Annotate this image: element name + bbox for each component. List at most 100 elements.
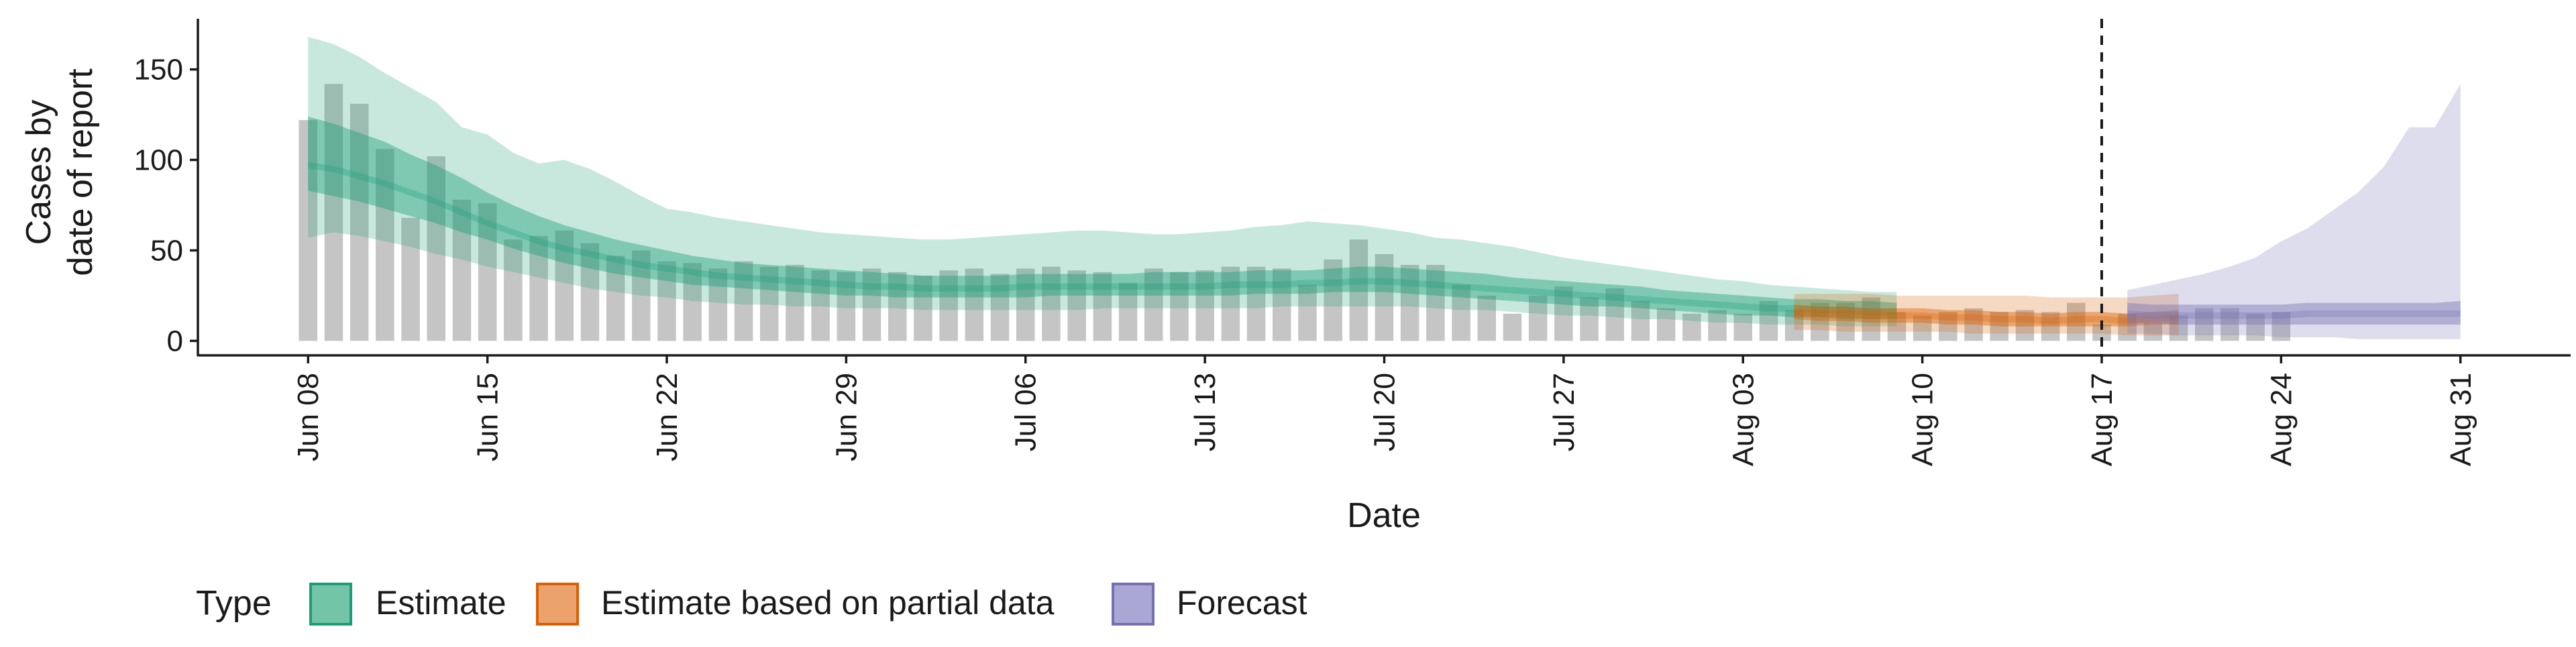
reported-cases-bar: [324, 84, 343, 341]
estimate-inner-band: [308, 116, 1897, 319]
reported-cases-bar: [2118, 313, 2137, 341]
reported-cases-bar: [2143, 322, 2163, 341]
reported-cases-bars: [299, 84, 2291, 341]
reported-cases-bar: [1554, 286, 1573, 341]
reported-cases-bar: [1452, 284, 1470, 341]
reported-cases-bar: [1862, 297, 1880, 341]
legend-key-estimate: [309, 583, 352, 626]
reported-cases-bar: [1426, 265, 1445, 341]
reported-cases-bar: [555, 230, 574, 341]
reported-cases-bar: [1887, 312, 1907, 341]
reported-cases-bar: [990, 274, 1010, 341]
reported-cases-bar: [1042, 266, 1061, 341]
reported-cases-bar: [606, 255, 625, 341]
reported-cases-bar: [837, 272, 856, 341]
reported-cases-bar: [1195, 270, 1214, 341]
estimate-based-on-partial-data-inner-band: [1794, 304, 2179, 327]
reported-cases-bar: [1298, 284, 1317, 341]
reported-cases-bar: [478, 203, 497, 341]
reported-cases-bar: [683, 263, 702, 341]
legend-key-forecast: [1112, 583, 1155, 626]
forecast-inner-band: [2127, 301, 2461, 325]
legend-key-partial: [536, 583, 579, 626]
reported-cases-bar: [1093, 272, 1112, 341]
reported-cases-bar: [1913, 315, 1932, 341]
reported-cases-bar: [914, 276, 932, 341]
reported-cases-bar: [786, 265, 804, 341]
x-tick-label: Aug 24: [2265, 373, 2298, 466]
reported-cases-bar: [862, 268, 881, 341]
reported-cases-bar: [1221, 266, 1240, 341]
y-tick-label: 0: [167, 325, 183, 357]
reported-cases-bar: [888, 272, 907, 341]
reported-cases-bar: [2015, 310, 2035, 341]
reported-cases-bar: [965, 268, 984, 341]
reported-cases-bar: [1784, 310, 1804, 341]
reported-cases-bar: [1144, 268, 1163, 341]
x-tick-label: Jul 13: [1189, 373, 1222, 451]
estimate-based-on-partial-data-median-band: [1794, 308, 2179, 325]
reported-cases-bar: [1170, 272, 1189, 341]
reported-cases-bar: [1939, 312, 1957, 341]
x-tick-label: Jun 08: [292, 373, 325, 461]
legend: Type Estimate Estimate based on partial …: [196, 583, 1307, 626]
reported-cases-bar: [1605, 288, 1624, 341]
axes: 0 50 100 150 Jun 08 Jun 15 Jun 22 Jun 29 Jul 06 J…: [134, 19, 2571, 466]
reported-cases-bar: [1246, 266, 1266, 341]
reported-cases-bar: [1503, 313, 1522, 341]
reported-cases-bar: [2195, 308, 2214, 341]
y-tick-label: 50: [150, 234, 183, 267]
x-tick-label: Jul 06: [1010, 373, 1042, 451]
reported-cases-bar: [1656, 308, 1676, 341]
reported-cases-bar: [1375, 253, 1394, 341]
y-tick-label: 150: [134, 54, 183, 86]
reported-cases-bar: [504, 239, 523, 341]
reported-cases-bar: [1836, 302, 1855, 341]
forecast-median-band: [2127, 310, 2461, 319]
reported-cases-bar: [1708, 310, 1727, 341]
x-tick-label: Jul 27: [1548, 373, 1580, 451]
x-tick-label: Aug 17: [2086, 373, 2118, 466]
reported-cases-bar: [2041, 312, 2060, 341]
legend-label-estimate: Estimate: [376, 584, 506, 622]
x-tick-label: Jun 29: [830, 373, 863, 461]
legend-label-partial: Estimate based on partial data: [601, 584, 1055, 622]
reported-cases-bar: [1016, 268, 1035, 341]
x-tick-label: Jul 20: [1368, 373, 1401, 451]
estimate-based-on-partial-data-outer-band: [1794, 294, 2179, 336]
reported-cases-bar: [1273, 268, 1291, 341]
reported-cases-bar: [1631, 301, 1650, 341]
reported-cases-bar: [1759, 301, 1778, 341]
reported-cases-bar: [1477, 295, 1496, 341]
reported-cases-bar: [2067, 302, 2086, 341]
reported-cases-bar: [760, 266, 779, 341]
reported-cases-bar: [580, 243, 600, 341]
reported-cases-bar: [427, 156, 445, 341]
x-tick-label: Aug 10: [1907, 373, 1939, 466]
reported-cases-bar: [1964, 308, 1983, 341]
reported-cases-bar: [734, 261, 753, 341]
reported-cases-bar: [1349, 239, 1368, 341]
reported-cases-bar: [657, 261, 676, 341]
reported-cases-bar: [1067, 270, 1086, 341]
estimate-ribbons: [308, 37, 2461, 339]
reported-cases-bar: [1528, 295, 1548, 341]
y-axis-label-line2: date of report: [61, 68, 100, 276]
x-tick-label: Jun 22: [651, 373, 684, 461]
reported-cases-bar: [1118, 283, 1138, 341]
estimate-median-band: [308, 162, 1897, 316]
estimate-outer-band: [308, 37, 1897, 327]
reported-cases-bar: [376, 149, 394, 341]
legend-title: Type: [196, 584, 272, 623]
y-axis-label-line1: Cases by: [19, 100, 58, 245]
reported-cases-bar: [452, 199, 472, 341]
reported-cases-bar: [2220, 308, 2239, 341]
x-tick-label: Jun 15: [472, 373, 504, 461]
reported-cases-bar: [299, 120, 317, 341]
x-axis-label: Date: [1347, 496, 1421, 535]
reported-cases-bar: [939, 270, 958, 341]
reported-cases-bar: [1811, 302, 1829, 341]
reported-cases-bar: [1400, 265, 1419, 341]
